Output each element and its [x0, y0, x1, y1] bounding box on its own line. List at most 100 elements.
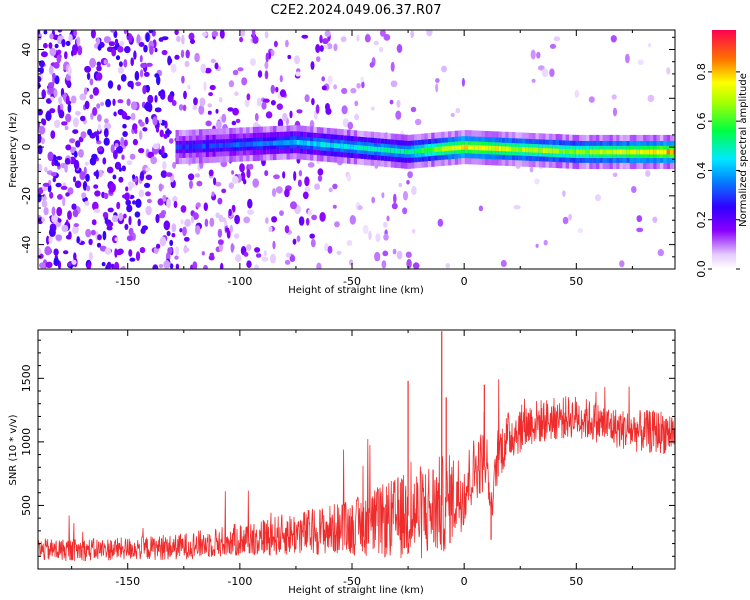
colorbar: 0.0 0.2 0.4 0.6 0.8 Normalized spectral ampl… — [695, 30, 749, 278]
spectrogram-cell — [155, 126, 160, 133]
spectrogram-cell — [86, 261, 91, 269]
spectrogram-cell — [412, 262, 420, 269]
spectrogram-ridge-cell — [437, 146, 442, 152]
spectrogram-cell — [324, 30, 331, 37]
spectrogram-ridge-cell — [575, 149, 580, 155]
spectrogram-cell — [319, 34, 323, 44]
spectrogram-xlabel: Height of straight line (km) — [288, 285, 424, 296]
spectrogram-cell — [173, 200, 178, 209]
spectrogram-cell — [87, 128, 92, 136]
spectrogram-cell — [549, 68, 555, 77]
spectrogram-cell — [159, 129, 164, 138]
spectrogram-cell — [132, 138, 138, 146]
spectrogram-cell — [411, 229, 416, 234]
spectrogram-ridge-cell — [633, 149, 637, 155]
spectrogram-ridge-cell — [232, 142, 237, 148]
spectrogram-cell — [138, 189, 145, 198]
spectrogram-ridge-cell — [276, 140, 280, 146]
spectrogram-ridge-cell — [427, 147, 432, 153]
spectrogram-cell — [389, 99, 394, 105]
spectrogram-cell — [126, 32, 131, 41]
spectrogram-ridge-cell — [582, 149, 587, 155]
x-tick-label: -100 — [227, 575, 252, 588]
spectrogram-ridge-cell — [266, 141, 270, 146]
spectrogram-cell — [414, 118, 422, 126]
spectrogram-cell — [437, 218, 444, 227]
spectrogram-cell — [562, 216, 569, 225]
spectrogram-cell — [139, 171, 145, 182]
spectrogram-cell — [98, 169, 103, 178]
spectrogram-cell — [217, 239, 224, 245]
spectrogram-cell — [455, 107, 461, 114]
spectrogram-ridge-cell — [542, 148, 546, 153]
spectrogram-cell — [121, 154, 125, 160]
spectrogram-ridge-cell — [390, 148, 395, 153]
spectrogram-ridge-cell — [350, 144, 354, 150]
spectrogram-cell — [86, 72, 91, 81]
spectrogram-cell — [130, 101, 138, 110]
spectrogram-ridge-cell — [569, 149, 573, 155]
spectrogram-ridge-cell — [596, 149, 600, 155]
spectrogram-cell — [187, 85, 191, 90]
spectrogram-cell — [96, 242, 102, 248]
spectrogram-cell — [314, 183, 321, 190]
spectrogram-cell — [531, 78, 536, 83]
spectrogram-cell — [195, 225, 201, 235]
spectrogram-cell — [220, 262, 224, 269]
spectrogram-cell — [117, 66, 125, 74]
spectrogram-cell — [333, 43, 338, 52]
spectrogram-cell — [254, 113, 259, 122]
spectrogram-cell — [135, 198, 142, 208]
spectrogram-cell — [279, 89, 287, 98]
spectrogram-cell — [374, 251, 381, 261]
spectrogram-cell — [321, 76, 326, 82]
spectrogram-cell — [126, 235, 133, 242]
spectrogram-ridge-cell — [606, 149, 610, 155]
spectrogram-ridge-cell — [212, 143, 217, 149]
spectrogram-cell — [231, 170, 235, 175]
spectrogram-cell — [261, 101, 267, 110]
colorbar-gradient — [712, 30, 736, 269]
spectrogram-cell — [115, 55, 121, 61]
spectrogram-cell — [360, 76, 364, 83]
spectrogram-cell — [396, 44, 403, 53]
spectrogram-cell — [187, 173, 195, 181]
spectrogram-cell — [410, 106, 417, 113]
spectrogram-cell — [304, 186, 311, 192]
figure-title: C2E2.2024.049.06.37.R07 — [270, 3, 441, 18]
spectrogram-cell — [386, 215, 390, 222]
spectrogram-ridge-cell — [333, 143, 338, 149]
spectrogram-cell — [553, 36, 561, 42]
spectrogram-cell — [94, 190, 101, 197]
spectrogram-ridge-cell — [572, 149, 577, 155]
spectrogram-cell — [180, 219, 184, 225]
spectrogram-ridge-cell — [532, 147, 536, 153]
spectrogram-cell — [217, 228, 223, 238]
spectrogram-ridge-cell — [643, 149, 647, 155]
spectrogram-cell — [264, 70, 269, 80]
spectrogram-cell — [64, 158, 71, 165]
snr-ylabel: SNR (10 * v/v) — [8, 414, 19, 485]
spectrogram-cell — [264, 61, 269, 70]
spectrogram-cell — [666, 67, 671, 75]
spectrogram-ridge-cell — [215, 143, 220, 149]
spectrogram-cell — [254, 264, 259, 269]
spectrogram-cell — [145, 167, 151, 172]
spectrogram-cell — [128, 185, 133, 192]
spectrogram-cell — [184, 60, 190, 68]
spectrogram-cell — [252, 35, 259, 44]
spectrogram-cell — [142, 127, 148, 132]
spectrogram-cell — [80, 131, 87, 139]
spectrogram-cell — [445, 263, 451, 269]
spectrogram-cell — [174, 30, 179, 36]
spectrogram-cell — [65, 192, 70, 197]
spectrogram-cell — [106, 261, 112, 269]
spectrogram-cell — [181, 75, 185, 84]
spectrogram-cell — [441, 65, 447, 73]
spectrogram-cell — [304, 176, 310, 187]
spectrogram-cell — [243, 216, 251, 224]
spectrogram-cell — [190, 38, 195, 45]
spectrogram-cell — [232, 107, 240, 116]
spectrogram-cell — [161, 49, 168, 56]
